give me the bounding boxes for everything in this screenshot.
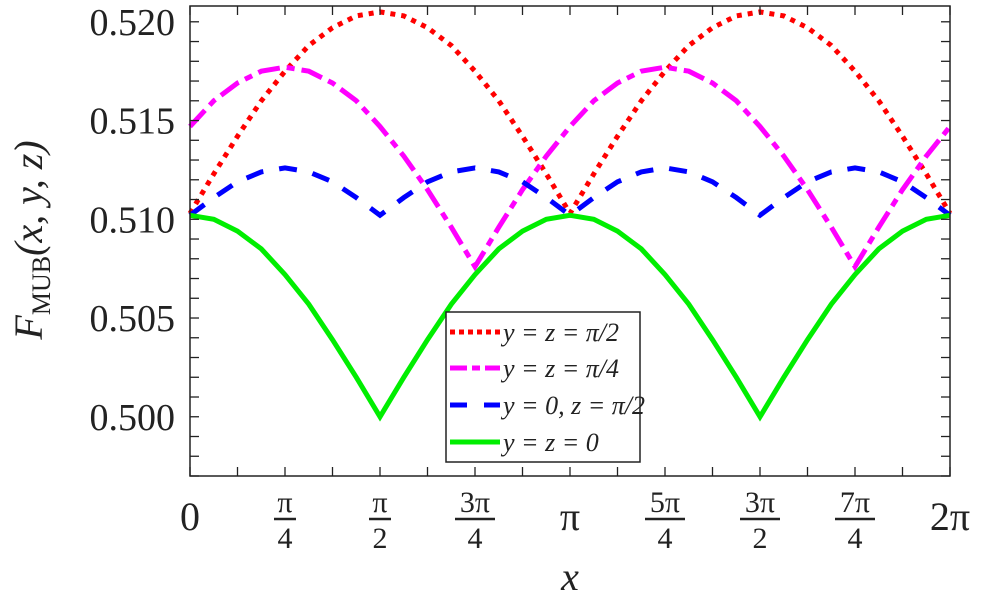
x-tick-label-numerator: 3π (745, 486, 775, 519)
x-tick-label-numerator: 7π (840, 486, 870, 519)
x-tick-label-numerator: 5π (650, 486, 680, 519)
series-line-3 (189, 212, 951, 422)
x-tick-label-denominator: 4 (658, 522, 673, 555)
legend-box (445, 311, 641, 463)
legend-item: y = 0, z = π/2 (450, 391, 645, 420)
y-tick-label: 0.520 (90, 2, 176, 44)
x-tick-label: π (560, 494, 580, 539)
series-line-2 (188, 165, 952, 219)
y-tick-label: 0.515 (90, 101, 176, 143)
tick-layer (189, 6, 951, 477)
x-axis-label: x (560, 554, 579, 599)
series-layer (187, 9, 953, 422)
y-axis-label: FMUB(x, y, z) (6, 140, 56, 340)
x-tick-label-denominator: 4 (468, 522, 483, 555)
y-tick-label: 0.510 (90, 199, 176, 241)
x-tick-label-numerator: π (277, 486, 292, 519)
y-axis-label-sub: MUB (27, 256, 56, 315)
legend-item: y = z = π/2 (450, 318, 619, 347)
legend-label: y = 0, z = π/2 (500, 391, 645, 420)
legend-label: y = z = π/4 (500, 354, 619, 383)
x-tick-label-denominator: 2 (753, 522, 768, 555)
x-tick-label-denominator: 4 (278, 522, 293, 555)
x-tick-label-numerator: π (372, 486, 387, 519)
x-tick-label-denominator: 4 (848, 522, 863, 555)
legend-label: y = z = 0 (500, 428, 599, 457)
legend-item: y = z = 0 (450, 428, 599, 457)
series-line-1 (188, 64, 952, 272)
legend-item: y = z = π/4 (450, 354, 619, 383)
y-axis-label-args: (x, y, z) (6, 140, 51, 256)
x-tick-label: 2π (930, 494, 970, 539)
y-axis-label-main: F (6, 315, 51, 341)
x-tick-label-denominator: 2 (373, 522, 388, 555)
legend: y = z = π/2 y = z = π/4 y = 0, z = π/2 y = … (445, 311, 645, 463)
x-tick-label-numerator: 3π (460, 486, 490, 519)
y-tick-label: 0.505 (90, 298, 176, 340)
x-tick-label: 0 (180, 494, 200, 539)
series-line-0 (187, 9, 953, 219)
y-tick-label: 0.500 (90, 397, 176, 439)
legend-label: y = z = π/2 (500, 318, 619, 347)
